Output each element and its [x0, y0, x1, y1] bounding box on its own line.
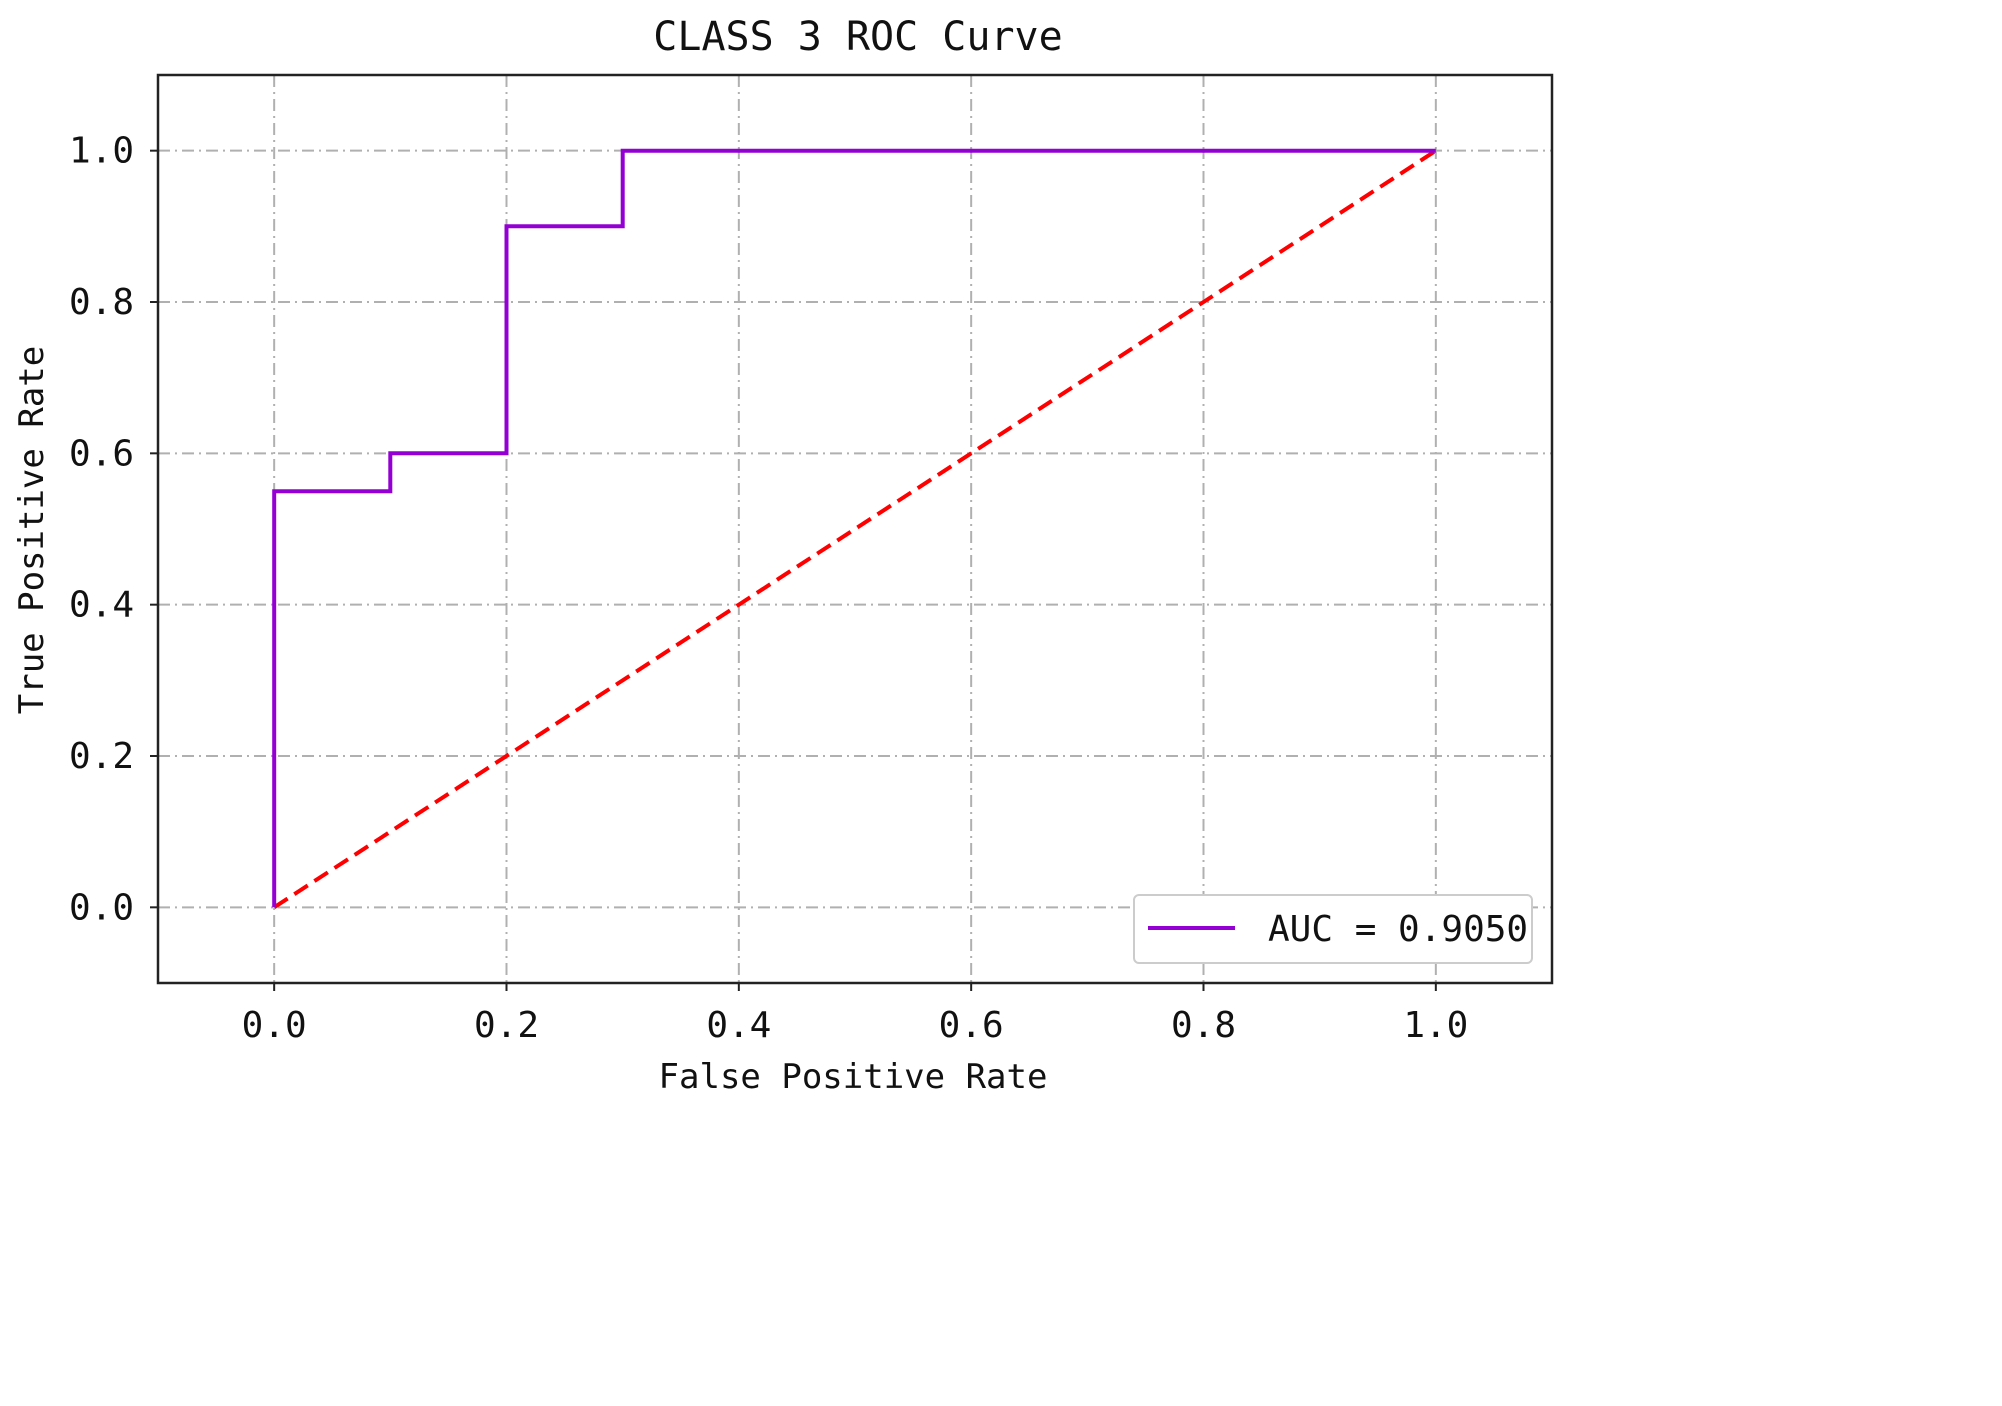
series-line-chance-diagonal [273, 149, 1437, 909]
x-tick-label: 1.0 [1403, 1005, 1468, 1046]
roc-chart: CLASS 3 ROC Curve 0.0 0.2 0.4 0.6 0.8 1.0 0.0… [12, 14, 1554, 1097]
y-tick-label: 0.4 [69, 585, 134, 626]
y-tick-label: 0.2 [69, 736, 134, 777]
series-line-roc [272, 148, 1436, 908]
x-tick-label: 0.8 [1171, 1005, 1236, 1046]
y-tick-label: 0.6 [69, 433, 134, 474]
x-axis-label: False Positive Rate [659, 1057, 1048, 1097]
y-axis-label: True Positive Rate [12, 346, 52, 714]
y-tick-label: 0.0 [69, 887, 134, 928]
x-tick-label: 0.0 [242, 1005, 307, 1046]
x-tick-label: 0.6 [939, 1005, 1004, 1046]
y-axis-ticks: 0.0 0.2 0.4 0.6 0.8 1.0 [69, 131, 158, 928]
legend-label-roc: AUC = 0.9050 [1268, 909, 1528, 950]
legend-box [1133, 894, 1533, 964]
chart-title: CLASS 3 ROC Curve [653, 14, 1062, 60]
y-tick-label: 0.8 [69, 282, 134, 323]
x-tick-label: 0.4 [706, 1005, 771, 1046]
y-tick-label: 1.0 [69, 131, 134, 172]
legend: AUC = 0.9050 [1133, 894, 1533, 964]
series-layer [272, 148, 1437, 909]
x-axis-ticks: 0.0 0.2 0.4 0.6 0.8 1.0 [242, 983, 1468, 1046]
plot-area-frame [156, 73, 1554, 985]
x-tick-label: 0.2 [474, 1005, 539, 1046]
